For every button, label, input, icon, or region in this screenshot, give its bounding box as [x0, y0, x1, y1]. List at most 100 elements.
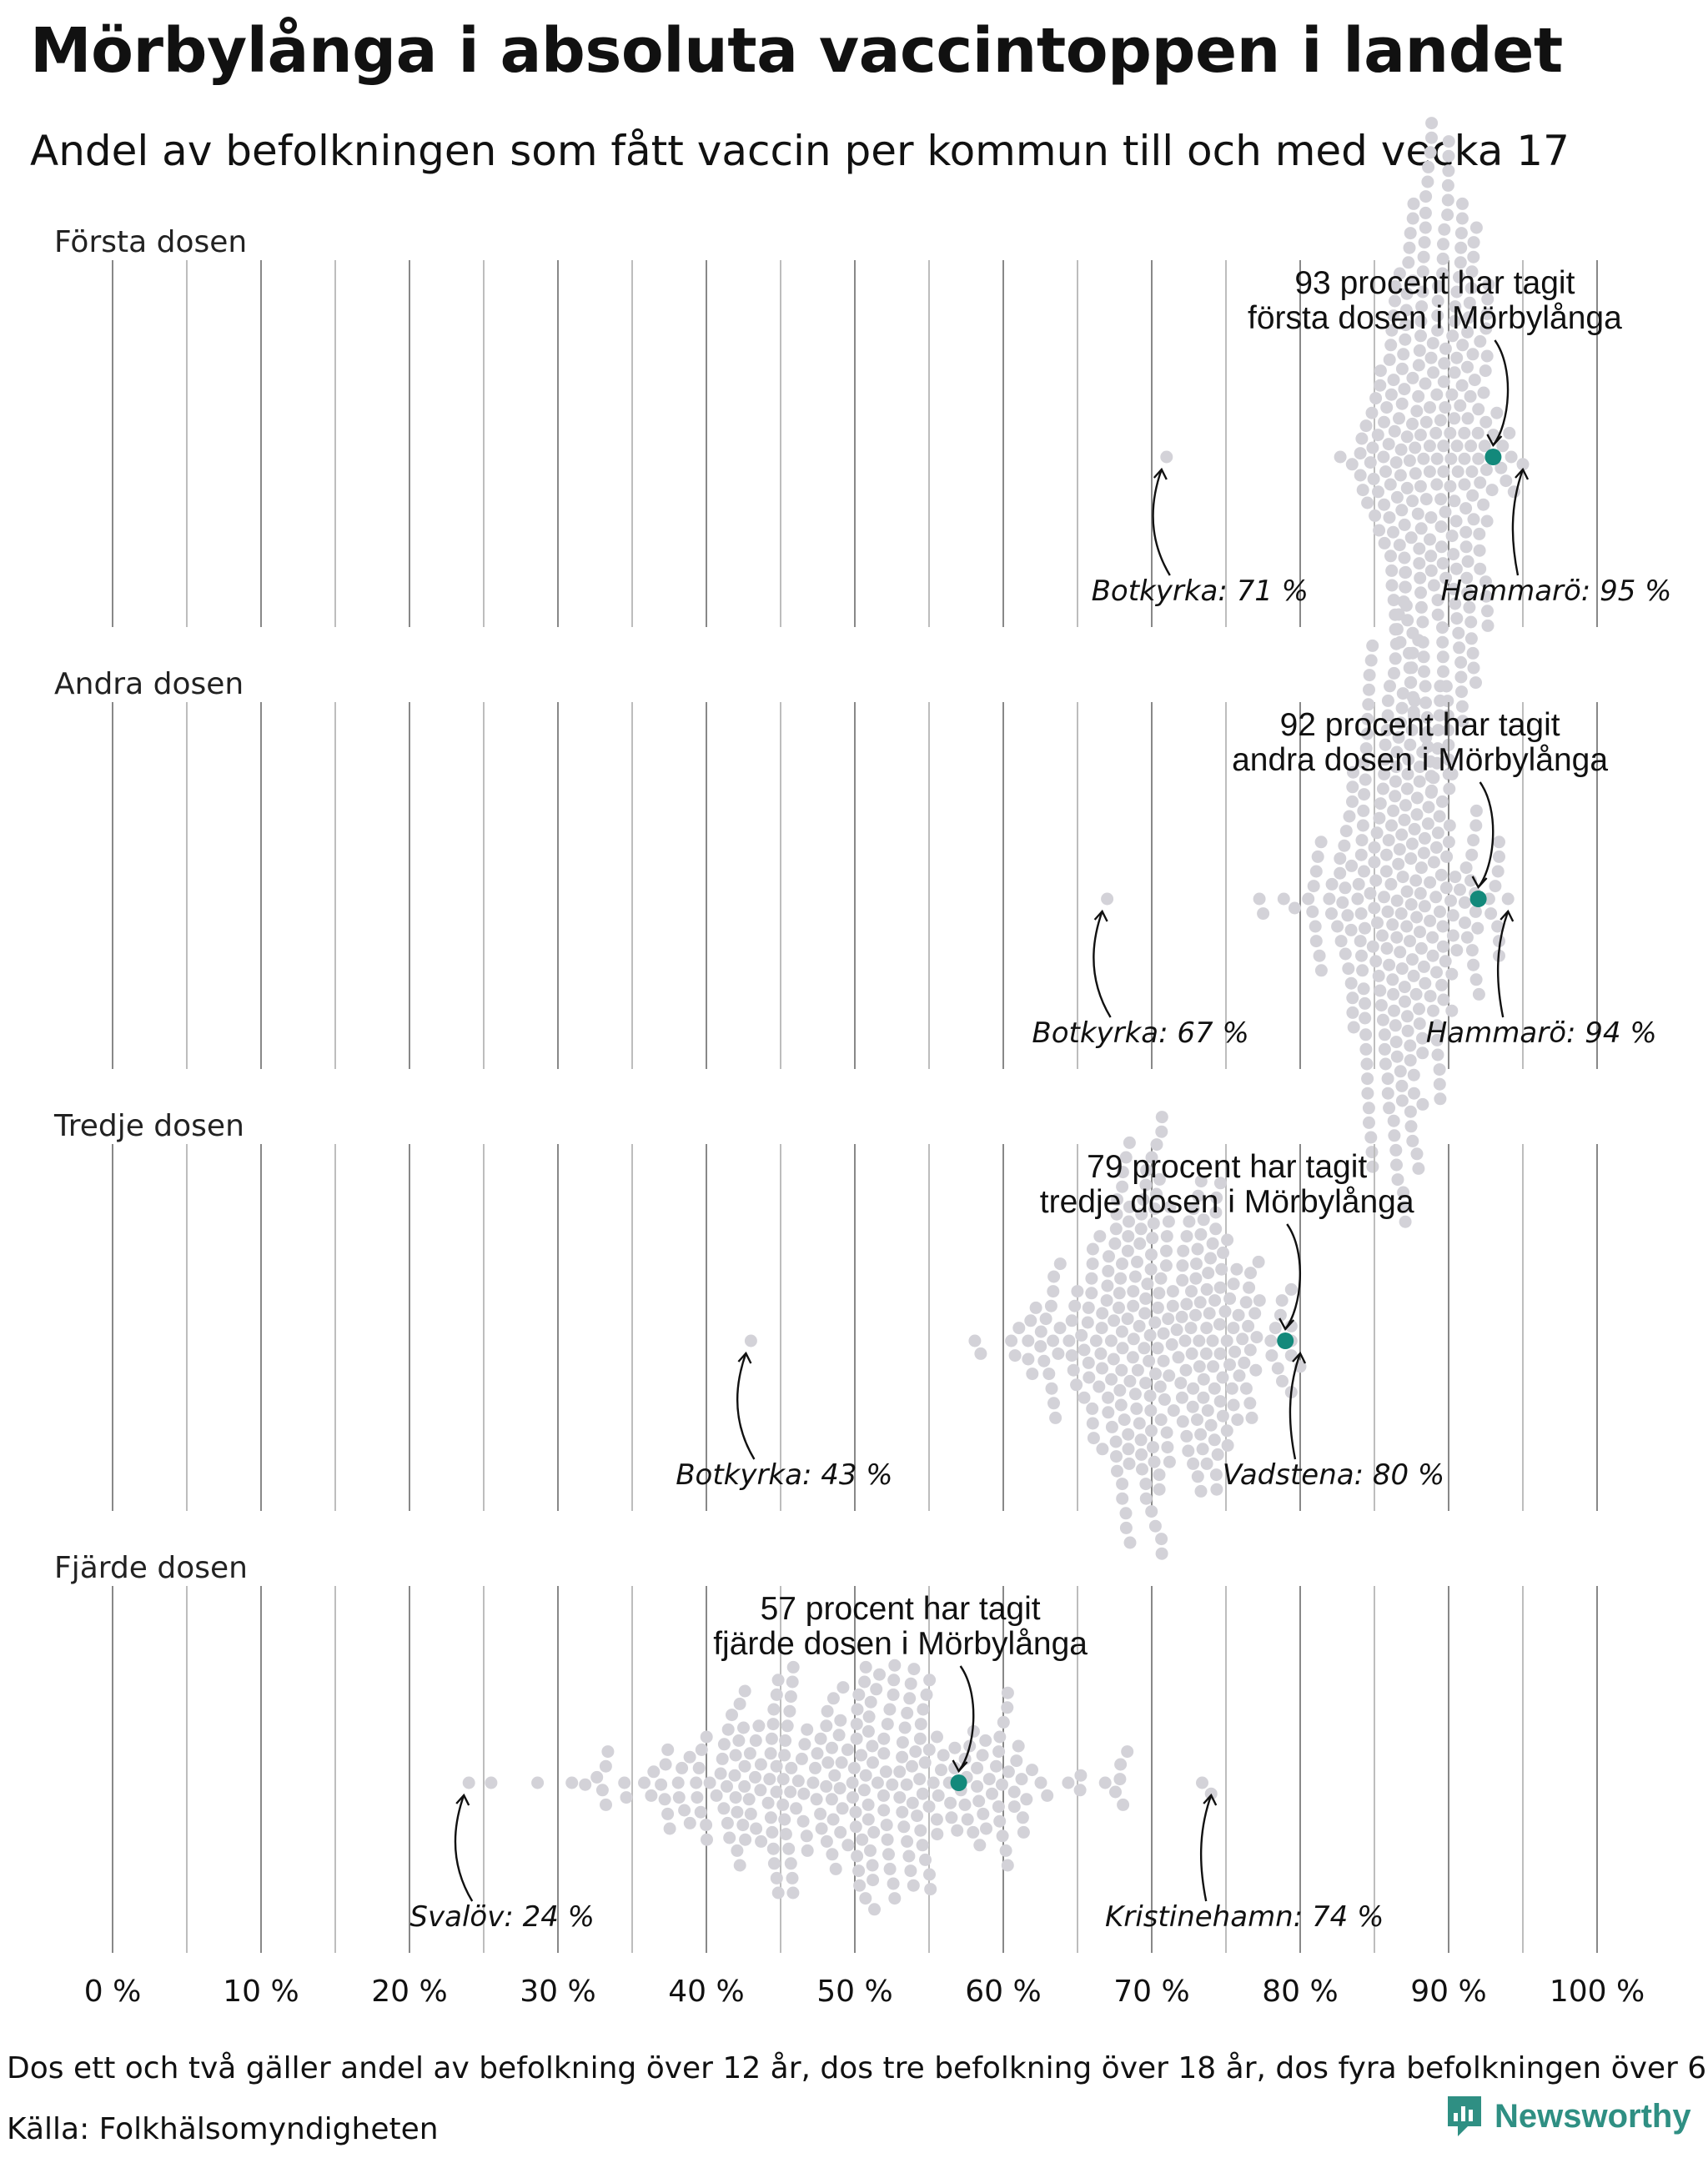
municipality-dot [1427, 1004, 1439, 1017]
municipality-dot [1204, 1787, 1218, 1800]
municipality-dot [1454, 399, 1467, 412]
municipality-dot [1366, 1160, 1379, 1173]
municipality-dot [767, 1703, 781, 1716]
municipality-dot [1210, 1191, 1223, 1204]
extreme-arrow [1289, 1352, 1302, 1460]
municipality-dot [1447, 582, 1460, 595]
municipality-dot [1098, 1776, 1112, 1789]
municipality-dot [883, 1703, 897, 1716]
municipality-dot [1344, 976, 1358, 990]
municipality-dot [1441, 178, 1454, 192]
municipality-dot [1477, 386, 1490, 399]
municipality-dot [1133, 1417, 1146, 1430]
municipality-dot [1397, 1186, 1410, 1199]
municipality-dot [1268, 1322, 1282, 1335]
municipality-dot [1381, 1087, 1394, 1100]
municipality-dot [1358, 788, 1371, 801]
municipality-dot [1440, 850, 1454, 863]
municipality-dot [1133, 1237, 1147, 1250]
municipality-dot [1385, 564, 1399, 577]
municipality-dot [1416, 1097, 1429, 1111]
municipality-dot [1369, 874, 1383, 887]
municipality-dot [1465, 465, 1479, 479]
municipality-dot [565, 1776, 579, 1789]
municipality-dot [1378, 415, 1390, 429]
municipality-dot [1464, 282, 1478, 295]
municipality-dot [1184, 1322, 1198, 1335]
min-extreme-label: Botkyrka: 43 % [676, 1458, 892, 1492]
municipality-dot [1477, 498, 1490, 511]
municipality-dot [1118, 1413, 1131, 1427]
highlight-label: andra dosen i Mörbylånga [1232, 742, 1608, 778]
municipality-dot [923, 1868, 936, 1881]
municipality-dot [1427, 771, 1440, 785]
extreme-arrow [1199, 1794, 1213, 1902]
municipality-dot [1431, 324, 1444, 337]
municipality-dot [770, 1871, 783, 1884]
municipality-dot [1469, 804, 1483, 817]
municipality-dot [1116, 1257, 1128, 1271]
municipality-dot [1096, 1443, 1109, 1456]
municipality-dot [1408, 822, 1421, 836]
municipality-dot [980, 1822, 992, 1835]
municipality-dot [1393, 412, 1405, 425]
municipality-dot [1465, 848, 1479, 861]
municipality-dot [1154, 1413, 1168, 1427]
municipality-dot [1493, 935, 1505, 948]
municipality-dot [1143, 1354, 1156, 1368]
municipality-dot [879, 1765, 892, 1779]
municipality-dot [1160, 450, 1173, 464]
municipality-dot [971, 1761, 984, 1774]
municipality-dot [820, 1719, 833, 1733]
municipality-dot [1387, 987, 1400, 1001]
municipality-dot [1472, 403, 1485, 416]
municipality-dot [1265, 1349, 1278, 1363]
municipality-dot [1343, 810, 1356, 823]
municipality-dot [1365, 406, 1379, 419]
municipality-dot [916, 1839, 929, 1852]
municipality-dot [826, 1848, 839, 1861]
municipality-dot [1359, 773, 1372, 786]
municipality-dot [1387, 309, 1400, 323]
municipality-dot [716, 1752, 729, 1765]
municipality-dot [1372, 969, 1385, 982]
highlight-arrowhead [1486, 434, 1503, 448]
newsworthy-logo-icon [1448, 2096, 1481, 2136]
extreme-arrowhead [1500, 909, 1515, 922]
municipality-dot [877, 1732, 891, 1745]
municipality-dot [1180, 1230, 1193, 1243]
municipality-dot [731, 1805, 744, 1819]
highlight-arrow [1284, 1223, 1301, 1330]
municipality-dot [907, 1663, 921, 1676]
municipality-dot [1414, 600, 1428, 614]
municipality-dot [1160, 1244, 1173, 1257]
municipality-dot [1467, 250, 1480, 263]
extreme-arrow [1093, 911, 1112, 1018]
municipality-dot [1187, 1457, 1200, 1470]
municipality-dot [1423, 439, 1436, 453]
municipality-dot [1434, 1092, 1447, 1106]
municipality-dot [683, 1816, 696, 1829]
municipality-dot [1191, 1413, 1203, 1427]
municipality-dot [1442, 135, 1455, 148]
municipality-dot [767, 1857, 781, 1870]
municipality-dot [1417, 452, 1430, 465]
municipality-dot [717, 1738, 731, 1751]
municipality-dot [1209, 1206, 1223, 1219]
municipality-dot [1081, 1316, 1094, 1329]
municipality-dot [1471, 921, 1484, 935]
municipality-dot [661, 1743, 675, 1756]
municipality-dot [893, 1791, 907, 1804]
municipality-dot [1339, 825, 1353, 838]
municipality-dot [1388, 424, 1401, 438]
municipality-dot [836, 1802, 849, 1815]
municipality-dot [1147, 1441, 1159, 1454]
municipality-dot [1190, 1257, 1203, 1271]
municipality-dot [1334, 935, 1348, 948]
municipality-dot [1376, 929, 1389, 942]
municipality-dot [1417, 250, 1430, 263]
municipality-dot [1113, 1301, 1125, 1314]
municipality-dot [1144, 1404, 1158, 1418]
municipality-dot [1430, 1033, 1444, 1046]
municipality-dot [742, 1793, 756, 1806]
